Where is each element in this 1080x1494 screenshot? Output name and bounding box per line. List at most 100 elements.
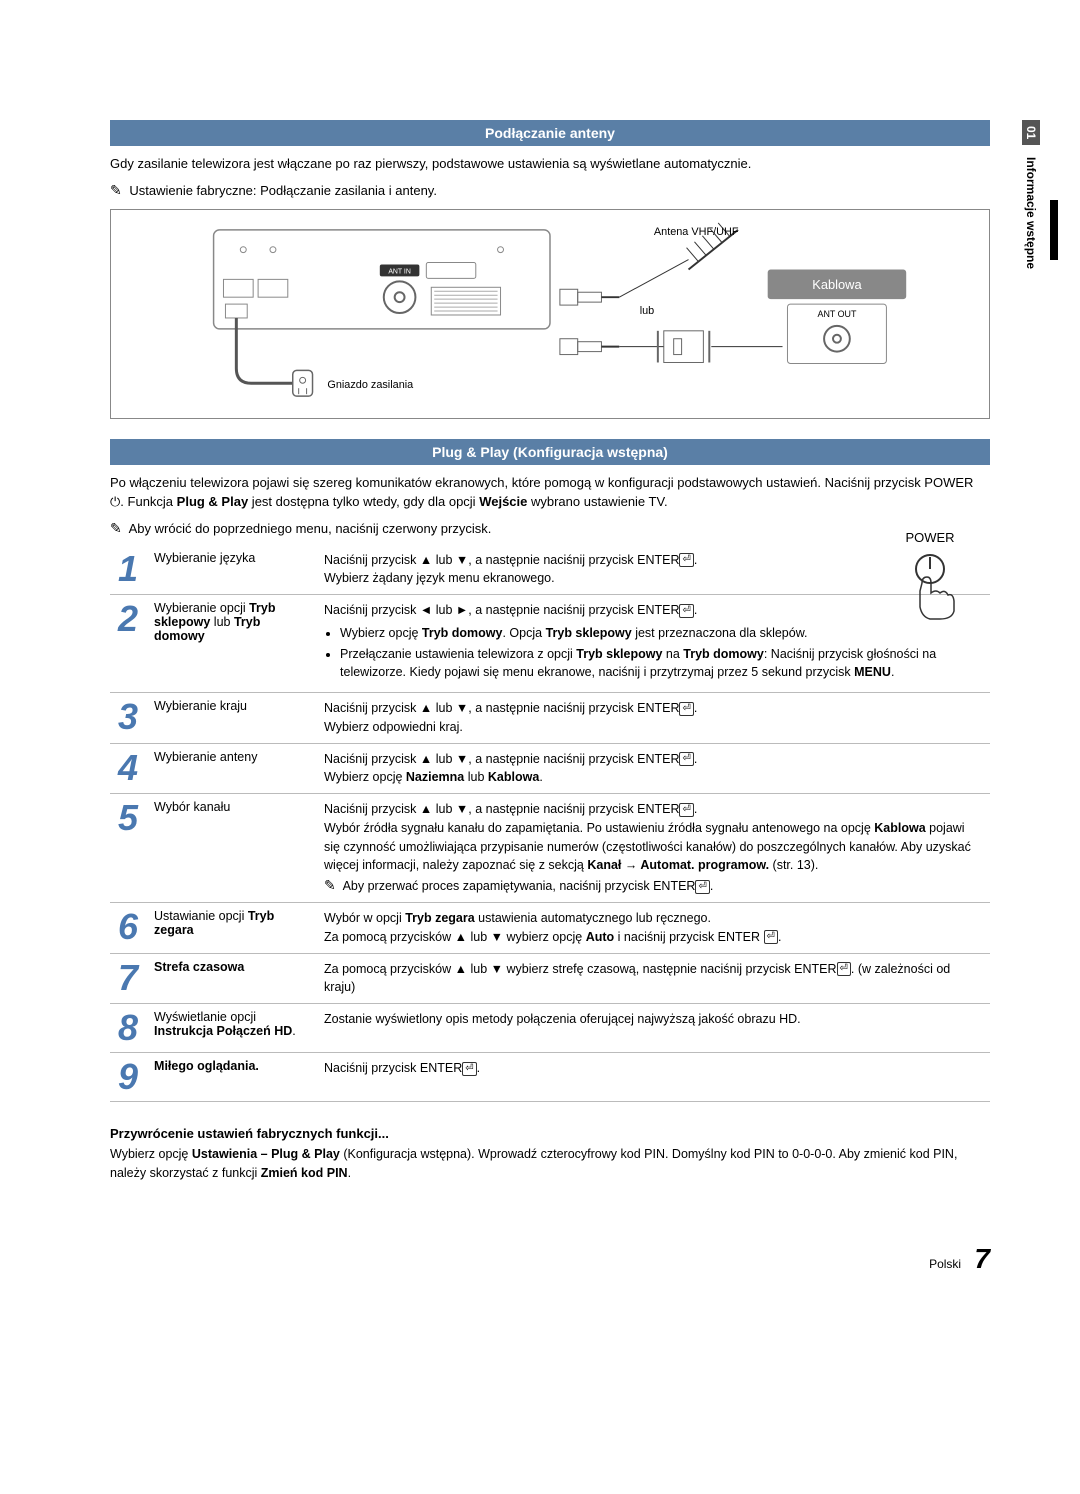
side-black-bar xyxy=(1050,200,1058,260)
plug-2 xyxy=(560,338,619,354)
step-num-5: 5 xyxy=(118,797,138,838)
down-icon xyxy=(456,553,468,567)
step5-desc: Naciśnij przycisk lub , a następnie naci… xyxy=(316,794,990,903)
enter-icon xyxy=(679,604,693,618)
power-label: POWER xyxy=(900,530,960,545)
down-icon xyxy=(456,701,468,715)
step7-desc: Za pomocą przycisków lub wybierz strefę … xyxy=(316,953,990,1004)
step-row-3: 3 Wybieranie kraju Naciśnij przycisk lub… xyxy=(110,693,990,744)
down-icon xyxy=(456,802,468,816)
step9-desc: Naciśnij przycisk ENTER. xyxy=(316,1053,990,1102)
wejscie-bold: Wejście xyxy=(479,494,527,509)
note-icon: ✎ xyxy=(110,182,122,198)
step3-desc: Naciśnij przycisk lub , a następnie naci… xyxy=(316,693,990,744)
step-row-2: 2 Wybieranie opcji Tryb sklepowy lub Try… xyxy=(110,595,990,693)
section1-note: ✎ Ustawienie fabryczne: Podłączanie zasi… xyxy=(110,180,990,201)
antenna-label: Antena VHF/UHF xyxy=(654,225,739,237)
step-num-9: 9 xyxy=(118,1056,138,1097)
step-row-7: 7 Strefa czasowa Za pomocą przycisków lu… xyxy=(110,953,990,1004)
lub-label: lub xyxy=(640,305,655,317)
page-footer: Polski 7 xyxy=(110,1243,990,1275)
footer-text: Wybierz opcję Ustawienia – Plug & Play (… xyxy=(110,1145,990,1183)
enter-icon xyxy=(679,553,693,567)
down-icon xyxy=(491,962,503,976)
step2-label: Wybieranie opcji Tryb sklepowy lub Tryb … xyxy=(146,595,316,693)
step-row-6: 6 Ustawianie opcji Tryb zegara Wybór w o… xyxy=(110,903,990,954)
steps-table: 1 Wybieranie języka Naciśnij przycisk lu… xyxy=(110,545,990,1103)
step2-desc: Naciśnij przycisk lub , a następnie naci… xyxy=(316,595,990,693)
enter-icon xyxy=(679,752,693,766)
power-plug-icon xyxy=(293,370,313,396)
chapter-name: Informacje wstępne xyxy=(1022,153,1040,273)
enter-icon xyxy=(764,930,778,944)
chapter-num: 01 xyxy=(1022,120,1040,145)
step-num-7: 7 xyxy=(118,957,138,998)
section2-text-4: wybrano ustawienie TV. xyxy=(527,494,667,509)
section1-note-text: Ustawienie fabryczne: Podłączanie zasila… xyxy=(129,183,437,198)
side-tab: 01 Informacje wstępne xyxy=(1012,120,1040,273)
step-num-3: 3 xyxy=(118,696,138,737)
step4-desc: Naciśnij przycisk lub , a następnie naci… xyxy=(316,743,990,794)
down-icon xyxy=(491,930,503,944)
left-icon xyxy=(420,603,432,617)
right-icon xyxy=(456,603,468,617)
step-row-1: 1 Wybieranie języka Naciśnij przycisk lu… xyxy=(110,545,990,595)
cable-box-label: Kablowa xyxy=(812,277,862,292)
up-icon xyxy=(420,701,432,715)
section2-text-2: . Funkcja xyxy=(120,494,176,509)
plug-play-bold: Plug & Play xyxy=(177,494,249,509)
step8-desc: Zostanie wyświetlony opis metody połącze… xyxy=(316,1004,990,1053)
enter-icon xyxy=(695,880,709,894)
note-icon: ✎ xyxy=(324,877,336,893)
power-hand-icon xyxy=(900,551,960,621)
step5-label: Wybór kanału xyxy=(146,794,316,903)
enter-icon xyxy=(679,702,693,716)
section1-header: Podłączanie anteny xyxy=(110,120,990,146)
step6-label: Ustawianie opcji Tryb zegara xyxy=(146,903,316,954)
step3-label: Wybieranie kraju xyxy=(146,693,316,744)
step-row-5: 5 Wybór kanału Naciśnij przycisk lub , a… xyxy=(110,794,990,903)
step1-label: Wybieranie języka xyxy=(146,545,316,595)
step8-label: Wyświetlanie opcji Instrukcja Połączeń H… xyxy=(146,1004,316,1053)
step1-desc: Naciśnij przycisk lub , a następnie naci… xyxy=(316,545,990,595)
page-lang: Polski xyxy=(929,1257,961,1271)
up-icon xyxy=(455,930,467,944)
section2-note-text: Aby wrócić do poprzedniego menu, naciśni… xyxy=(129,521,492,536)
up-icon xyxy=(420,752,432,766)
section2-text-3: jest dostępna tylko wtedy, gdy dla opcji xyxy=(248,494,479,509)
diagram-svg: ANT IN xyxy=(121,220,979,408)
step-num-6: 6 xyxy=(118,906,138,947)
step-num-4: 4 xyxy=(118,747,138,788)
manual-page: 01 Informacje wstępne Podłączanie anteny… xyxy=(0,0,1080,1315)
section1-text: Gdy zasilanie telewizora jest włączane p… xyxy=(110,154,990,174)
step7-label: Strefa czasowa xyxy=(146,953,316,1004)
step9-label: Miłego oglądania. xyxy=(146,1053,316,1102)
step-num-8: 8 xyxy=(118,1007,138,1048)
step-num-2: 2 xyxy=(118,598,138,639)
step4-label: Wybieranie anteny xyxy=(146,743,316,794)
power-icon xyxy=(110,494,120,509)
down-icon xyxy=(456,752,468,766)
wall-box xyxy=(658,330,709,362)
step-num-1: 1 xyxy=(118,548,138,589)
step-row-9: 9 Miłego oglądania. Naciśnij przycisk EN… xyxy=(110,1053,990,1102)
section2-text: Po włączeniu telewizora pojawi się szere… xyxy=(110,473,990,512)
section2-header: Plug & Play (Konfiguracja wstępna) xyxy=(110,439,990,465)
step2-li2: Przełączanie ustawienia telewizora z opc… xyxy=(340,645,982,683)
up-icon xyxy=(420,553,432,567)
step-row-4: 4 Wybieranie anteny Naciśnij przycisk lu… xyxy=(110,743,990,794)
power-block: POWER xyxy=(900,530,960,624)
plug-1 xyxy=(560,289,619,305)
up-icon xyxy=(420,802,432,816)
section2-text-1: Po włączeniu telewizora pojawi się szere… xyxy=(110,475,973,490)
up-icon xyxy=(455,962,467,976)
ant-out-label: ANT OUT xyxy=(818,308,857,318)
enter-icon xyxy=(837,962,851,976)
footer-heading: Przywrócenie ustawień fabrycznych funkcj… xyxy=(110,1126,990,1141)
step-row-8: 8 Wyświetlanie opcji Instrukcja Połączeń… xyxy=(110,1004,990,1053)
page-num: 7 xyxy=(974,1243,990,1274)
enter-icon xyxy=(462,1062,476,1076)
note-icon: ✎ xyxy=(110,520,122,536)
enter-icon xyxy=(679,803,693,817)
antenna-diagram: ANT IN xyxy=(110,209,990,419)
